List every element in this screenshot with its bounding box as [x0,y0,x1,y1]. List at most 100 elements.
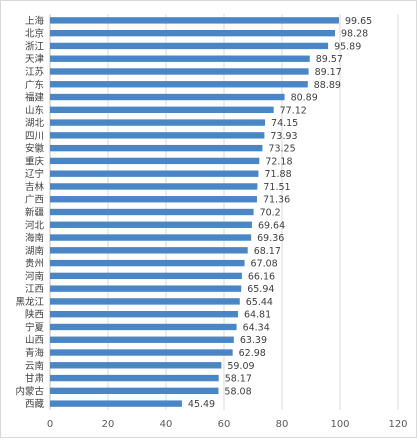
category-label: 江苏 [25,66,45,78]
bar [50,196,257,203]
bar [50,387,219,395]
bar [50,400,182,407]
bar [50,157,260,165]
data-label: 74.15 [271,118,298,129]
data-label: 71.88 [264,169,291,180]
category-label: 辽宁 [25,168,44,180]
category-label: 新疆 [25,207,45,219]
bar [50,311,238,318]
data-label: 63.39 [240,335,267,346]
x-tick-label: 40 [160,419,173,430]
data-label: 65.44 [246,297,273,308]
category-label: 天津 [25,54,45,65]
category-label: 海南 [25,232,44,244]
data-label: 71.51 [263,182,290,193]
bar [50,93,285,101]
data-label: 65.94 [247,284,274,295]
category-label: 重庆 [25,155,45,167]
bar [50,81,308,88]
category-label: 西藏 [25,398,45,410]
data-label: 95.89 [334,41,361,52]
category-label: 云南 [25,360,44,372]
category-label: 湖南 [25,245,44,257]
data-label: 98.28 [341,29,368,40]
bar [50,42,329,50]
data-label: 62.98 [239,348,266,359]
category-label: 黑龙江 [15,296,44,308]
category-label: 江西 [25,284,44,295]
x-tick-label: 100 [330,419,349,430]
bar [50,106,274,113]
category-label: 贵州 [25,258,44,270]
category-label: 内蒙古 [15,385,44,397]
data-label: 69.36 [257,233,284,244]
data-label: 58.08 [224,386,251,397]
x-tick-label: 60 [218,419,231,430]
data-label: 88.89 [314,80,341,91]
bar [50,119,266,126]
data-label: 69.64 [258,220,285,231]
category-label: 吉林 [25,181,45,193]
x-tick-label: 120 [388,419,407,430]
data-label: 89.57 [316,54,343,65]
category-label: 陕西 [25,309,44,321]
bar [50,285,242,292]
category-labels: 上海北京浙江天津江苏广东福建山东湖北四川安徽重庆辽宁吉林广西新疆河北海南湖南贵州… [15,15,44,410]
bar [50,247,248,254]
data-label: 72.18 [265,156,292,167]
category-label: 宁夏 [25,321,45,333]
bar [50,170,259,177]
category-label: 福建 [25,92,45,104]
bar [50,132,265,139]
data-label: 58.17 [225,374,252,385]
bar [50,298,240,305]
x-tick-label: 80 [276,419,289,430]
bar [50,272,242,280]
bar [50,29,336,37]
bar [50,349,233,356]
data-label: 45.49 [188,399,215,410]
bar [50,55,310,62]
bar [50,183,258,190]
bar [50,221,252,228]
data-label: 71.36 [263,195,290,206]
bar [50,68,309,75]
data-label: 66.16 [248,271,275,282]
bar [50,17,339,24]
bar [50,336,234,343]
category-label: 广东 [25,79,44,91]
data-label: 68.17 [254,246,281,257]
category-label: 青海 [25,347,45,359]
data-label: 59.09 [227,361,254,372]
category-label: 浙江 [25,40,45,52]
category-label: 四川 [25,131,44,142]
category-label: 上海 [25,15,45,27]
data-label: 64.81 [244,310,271,321]
category-label: 山东 [25,104,44,116]
bar [50,234,252,241]
data-label: 64.34 [243,322,270,333]
category-label: 北京 [25,28,44,40]
x-tick-labels: 0 20 40 60 80 100 120 [47,419,408,430]
data-label: 80.89 [291,93,318,104]
x-tick-label: 20 [102,419,115,430]
category-label: 山西 [25,335,44,346]
bars [50,17,339,407]
category-label: 湖北 [25,118,45,129]
data-label: 89.17 [315,67,342,78]
x-tick-label: 0 [47,419,53,430]
data-label: 73.25 [268,144,295,155]
bar [50,208,254,216]
data-label: 77.12 [280,105,307,116]
bar [50,259,245,267]
data-label: 73.93 [270,131,297,142]
category-label: 甘肃 [25,373,44,385]
data-label: 67.08 [251,259,278,270]
bar [50,144,263,152]
data-label: 70.2 [260,208,281,219]
data-label: 99.65 [345,16,372,27]
